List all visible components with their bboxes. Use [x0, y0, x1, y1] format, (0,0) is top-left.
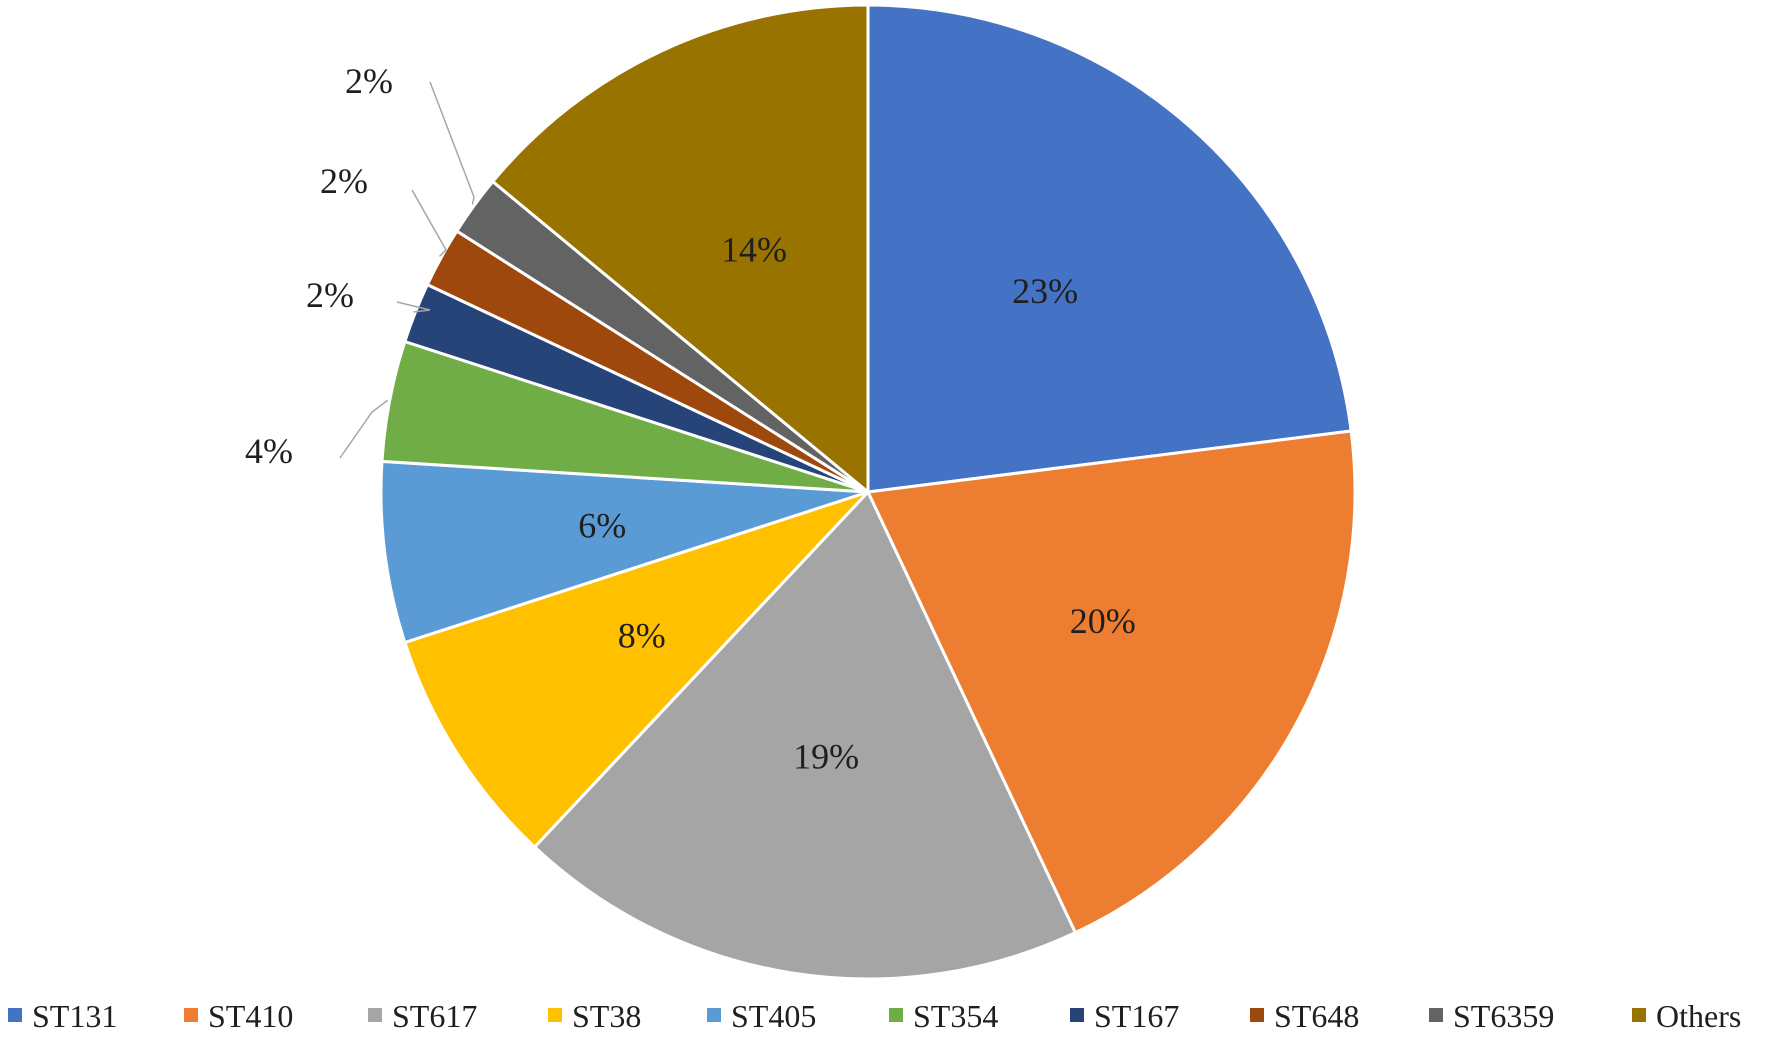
slice-label-st405: 6%	[578, 506, 626, 546]
legend: ST131 ST410 ST617 ST38 ST405 ST354 ST167 ST648 S…	[8, 998, 1741, 1034]
legend-swatch-st38	[548, 1008, 562, 1022]
pie-slice-st410	[865, 429, 1357, 935]
legend-item-st6359: ST6359	[1429, 998, 1554, 1034]
legend-item-st648: ST648	[1250, 998, 1359, 1034]
label-leader-lines	[339, 81, 475, 459]
pie-slices	[379, 3, 1357, 981]
legend-item-st167: ST167	[1070, 998, 1179, 1034]
pie-slice-others	[490, 3, 870, 496]
slice-label-st131: 23%	[1012, 271, 1078, 311]
legend-swatch-st167	[1070, 1008, 1084, 1022]
pie-slice-st617	[532, 489, 1078, 981]
legend-swatch-st617	[368, 1008, 382, 1022]
legend-swatch-st405	[707, 1008, 721, 1022]
legend-item-others: Others	[1632, 998, 1741, 1034]
legend-label-st38: ST38	[572, 998, 641, 1034]
legend-item-st405: ST405	[707, 998, 816, 1034]
legend-label-others: Others	[1656, 998, 1741, 1034]
legend-item-st617: ST617	[368, 998, 477, 1034]
slice-label-st167: 2%	[306, 275, 354, 315]
legend-label-st410: ST410	[208, 998, 293, 1034]
legend-swatch-st131	[8, 1008, 22, 1022]
legend-swatch-st6359	[1429, 1008, 1443, 1022]
slice-label-st648: 2%	[320, 161, 368, 201]
legend-label-st167: ST167	[1094, 998, 1179, 1034]
slice-labels: 23% 20% 19% 8% 6% 4% 2% 2% 2% 14%	[245, 61, 1136, 777]
pie-slice-st405	[379, 459, 869, 645]
slice-label-st38: 8%	[618, 616, 666, 656]
slice-label-others: 14%	[721, 230, 787, 270]
slice-label-st354: 4%	[245, 431, 293, 471]
slice-label-st617: 19%	[793, 737, 859, 777]
slice-label-st410: 20%	[1070, 601, 1136, 641]
pie-slice-st131	[866, 3, 1353, 494]
leader-line-st6359	[429, 81, 475, 205]
legend-swatch-st648	[1250, 1008, 1264, 1022]
pie-slice-st38	[402, 490, 870, 850]
leader-line-st354	[339, 399, 389, 459]
legend-label-st648: ST648	[1274, 998, 1359, 1034]
legend-label-st131: ST131	[32, 998, 117, 1034]
legend-swatch-st410	[184, 1008, 198, 1022]
legend-label-st617: ST617	[392, 998, 477, 1034]
leader-line-st167	[396, 301, 431, 313]
legend-item-st131: ST131	[8, 998, 117, 1034]
legend-item-st354: ST354	[889, 998, 998, 1034]
legend-swatch-st354	[889, 1008, 903, 1022]
legend-label-st405: ST405	[731, 998, 816, 1034]
legend-item-st410: ST410	[184, 998, 293, 1034]
legend-item-st38: ST38	[548, 998, 641, 1034]
legend-label-st6359: ST6359	[1453, 998, 1554, 1034]
legend-swatch-others	[1632, 1008, 1646, 1022]
leader-line-st648	[411, 189, 447, 257]
legend-label-st354: ST354	[913, 998, 998, 1034]
slice-label-st6359: 2%	[345, 61, 393, 101]
